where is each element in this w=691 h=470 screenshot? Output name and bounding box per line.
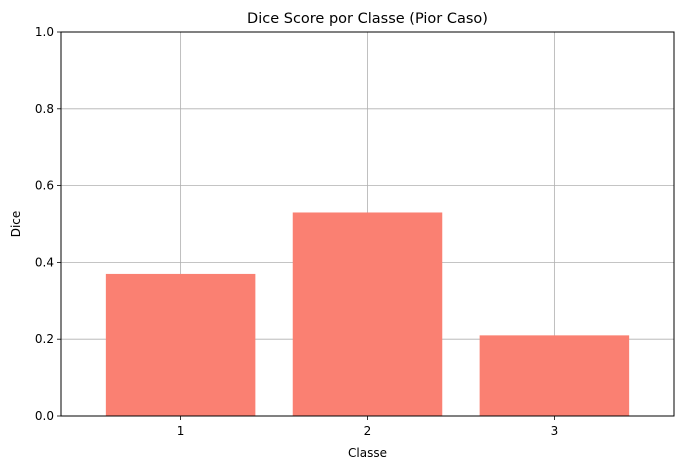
x-axis-label: Classe (348, 446, 387, 460)
x-tick-label: 1 (177, 424, 185, 438)
y-axis-label: Dice (9, 211, 23, 238)
y-tick-label: 0.6 (35, 179, 54, 193)
bar-2 (292, 212, 443, 416)
y-tick-label: 0.2 (35, 332, 54, 346)
bars (105, 212, 630, 416)
y-tick-label: 0.8 (35, 102, 54, 116)
bar-1 (105, 273, 256, 416)
y-tick-label: 0.4 (35, 255, 54, 269)
ticks: 0.0 0.2 0.4 0.6 0.8 1.0 1 2 3 (35, 25, 558, 438)
bar-3 (479, 335, 630, 416)
x-tick-label: 3 (551, 424, 559, 438)
x-tick-label: 2 (364, 424, 372, 438)
chart-title: Dice Score por Classe (Pior Caso) (247, 11, 488, 27)
y-tick-label: 0.0 (35, 409, 54, 423)
y-tick-label: 1.0 (35, 25, 54, 39)
